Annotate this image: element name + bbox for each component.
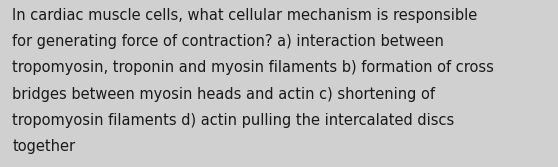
Text: together: together — [12, 139, 75, 154]
Text: tropomyosin, troponin and myosin filaments b) formation of cross: tropomyosin, troponin and myosin filamen… — [12, 60, 494, 75]
Text: for generating force of contraction? a) interaction between: for generating force of contraction? a) … — [12, 34, 444, 49]
Text: bridges between myosin heads and actin c) shortening of: bridges between myosin heads and actin c… — [12, 87, 435, 102]
Text: In cardiac muscle cells, what cellular mechanism is responsible: In cardiac muscle cells, what cellular m… — [12, 8, 478, 23]
Text: tropomyosin filaments d) actin pulling the intercalated discs: tropomyosin filaments d) actin pulling t… — [12, 113, 455, 128]
